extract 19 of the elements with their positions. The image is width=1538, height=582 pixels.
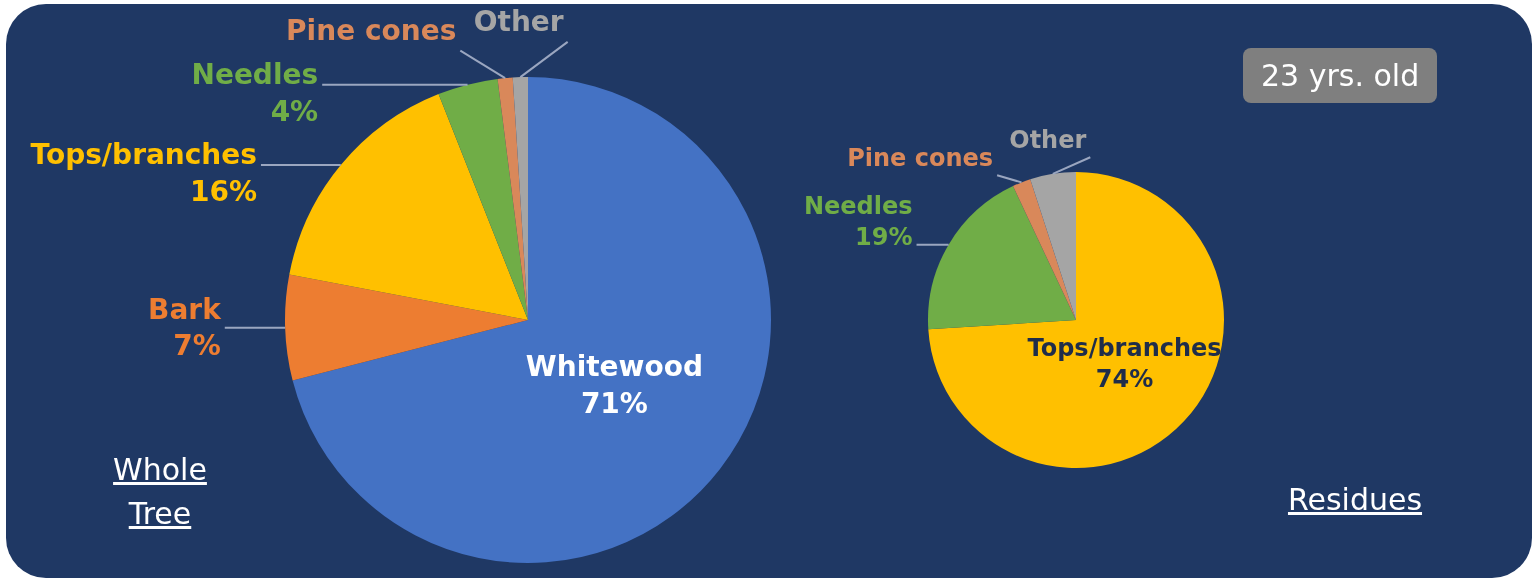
data-label: 71% (580, 386, 648, 420)
slice-label: Needles (191, 58, 319, 92)
slice-label: Pine cones (847, 143, 994, 172)
data-label: 7% (173, 329, 221, 363)
slice-label: Pine cones (286, 13, 457, 47)
slice-label: Whitewood (525, 350, 703, 384)
slice-label: Tops/branches (30, 138, 257, 172)
data-label: 4% (270, 94, 319, 128)
slice-label: Tops/branches (1027, 334, 1222, 363)
data-label: 16% (189, 174, 257, 208)
text: Residues (1286, 481, 1424, 519)
slice-label: Other (473, 4, 564, 38)
text: Whole Tree (112, 451, 208, 533)
slice-label: Bark (148, 292, 223, 326)
data-label: 19% (855, 223, 913, 252)
data-label: 74% (1095, 365, 1154, 394)
text: 23 yrs. old (1243, 48, 1438, 103)
slice-label: Other (1009, 125, 1087, 154)
slice-label: Needles (803, 191, 913, 220)
